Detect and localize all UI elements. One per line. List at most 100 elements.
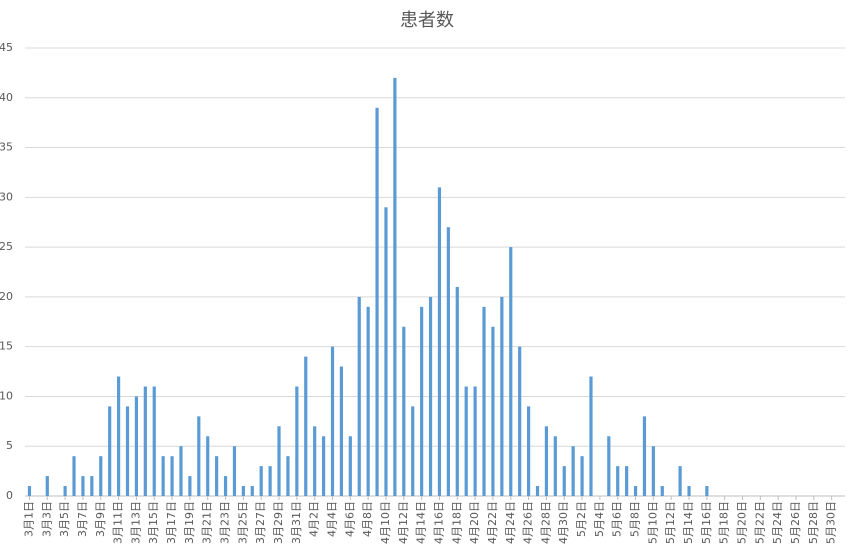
- bar: [678, 466, 682, 496]
- bar: [197, 416, 201, 496]
- bar: [72, 456, 76, 496]
- bar: [286, 456, 290, 496]
- chart-title: 患者数: [400, 10, 454, 31]
- x-tick-label: 5月28日: [807, 501, 820, 544]
- x-tick-label: 5月12日: [664, 501, 677, 544]
- x-tick-label: 3月1日: [22, 501, 35, 537]
- bar: [491, 326, 495, 496]
- bar: [642, 416, 647, 496]
- x-tick-label: 4月14日: [415, 501, 428, 544]
- bar: [223, 476, 228, 496]
- x-tick-label: 5月30日: [825, 501, 838, 544]
- x-tick-label: 5月22日: [753, 501, 766, 544]
- bar: [553, 436, 557, 496]
- x-tick-label: 3月27日: [254, 501, 267, 544]
- x-tick-label: 4月30日: [557, 501, 570, 544]
- x-tick-label: 3月31日: [290, 501, 303, 544]
- bar: [482, 306, 486, 496]
- bar: [348, 436, 352, 496]
- bar: [357, 296, 361, 496]
- bar: [134, 396, 139, 496]
- bar: [616, 466, 620, 496]
- bar: [589, 376, 593, 496]
- x-tick-label: 3月29日: [272, 501, 285, 544]
- bar: [455, 286, 459, 496]
- x-tick-label: 4月24日: [504, 501, 517, 544]
- x-tick-label: 4月26日: [522, 501, 535, 544]
- bar: [259, 466, 263, 496]
- bar: [705, 486, 709, 496]
- bar: [518, 346, 522, 496]
- bar: [45, 476, 49, 496]
- bar: [366, 306, 370, 496]
- bar: [651, 446, 655, 496]
- bar: [393, 77, 397, 496]
- x-tick-label: 5月24日: [771, 501, 784, 544]
- bar: [143, 386, 147, 496]
- y-tick-label: 35: [0, 141, 13, 154]
- x-tick-label: 4月4日: [326, 501, 339, 537]
- bar: [63, 486, 67, 496]
- x-tick-label: 3月23日: [219, 501, 232, 544]
- bar: [277, 426, 281, 496]
- bar: [464, 386, 468, 496]
- x-tick-label: 5月18日: [718, 501, 731, 544]
- bar: [313, 426, 317, 496]
- x-tick-label: 4月18日: [450, 501, 463, 544]
- bar: [607, 436, 611, 496]
- bar: [411, 406, 415, 496]
- y-tick-label: 30: [0, 190, 13, 203]
- bar: [161, 456, 165, 496]
- x-tick-label: 3月5日: [58, 501, 71, 537]
- bar: [687, 486, 691, 496]
- bar: [500, 296, 504, 496]
- bar: [526, 406, 531, 496]
- bar: [27, 486, 32, 496]
- bar: [544, 426, 549, 496]
- bar: [580, 456, 584, 496]
- x-tick-label: 3月15日: [147, 501, 160, 544]
- bar: [304, 356, 308, 496]
- bar: [81, 476, 85, 496]
- bar: [250, 486, 254, 496]
- y-tick-label: 45: [0, 41, 13, 54]
- bar: [108, 406, 112, 496]
- bar: [152, 386, 156, 496]
- bar: [535, 486, 540, 496]
- x-tick-label: 4月10日: [379, 501, 392, 544]
- x-tick-label: 3月19日: [183, 501, 196, 544]
- bar: [241, 486, 245, 496]
- x-tick-label: 3月11日: [112, 501, 125, 544]
- bar: [90, 476, 94, 496]
- x-tick-label: 5月26日: [789, 501, 802, 544]
- x-tick-label: 4月20日: [468, 501, 481, 544]
- bar: [206, 436, 210, 496]
- bar: [125, 406, 130, 496]
- x-tick-label: 3月25日: [236, 501, 249, 544]
- x-tick-label: 5月4日: [593, 501, 606, 537]
- bar: [402, 326, 406, 496]
- x-tick-label: 4月28日: [539, 501, 552, 544]
- bar: [384, 207, 388, 497]
- bar: [633, 486, 638, 496]
- x-tick-label: 4月2日: [308, 501, 321, 537]
- x-tick-label: 5月6日: [611, 501, 624, 537]
- x-tick-label: 3月13日: [129, 501, 142, 544]
- bar: [215, 456, 219, 496]
- x-tick-label: 5月20日: [736, 501, 749, 544]
- bar: [375, 107, 379, 496]
- x-tick-label: 3月21日: [201, 501, 214, 544]
- bar: [437, 187, 442, 496]
- bar: [295, 386, 299, 496]
- x-tick-label: 5月14日: [682, 501, 695, 544]
- x-tick-label: 4月22日: [486, 501, 499, 544]
- y-tick-label: 5: [6, 439, 13, 452]
- x-tick-label: 5月10日: [646, 501, 659, 544]
- bar: [268, 466, 272, 496]
- bar: [330, 346, 335, 496]
- x-tick-label: 4月8日: [361, 501, 374, 537]
- y-tick-label: 0: [6, 489, 13, 502]
- y-tick-label: 15: [0, 340, 13, 353]
- bar: [99, 456, 103, 496]
